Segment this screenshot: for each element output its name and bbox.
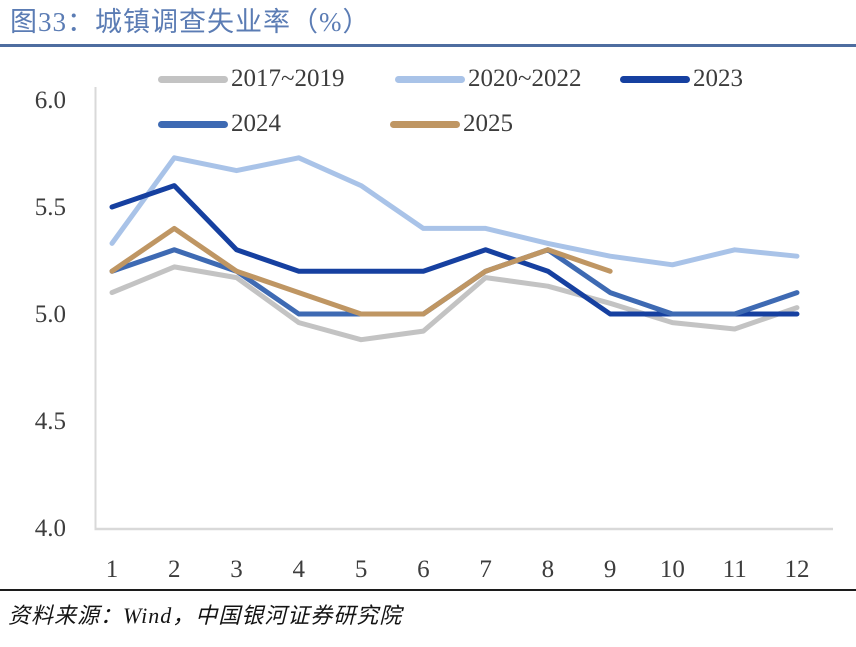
legend-item-2020~2022: 2020~2022: [395, 64, 582, 94]
x-tick-label: 9: [604, 556, 617, 583]
chart-title: 图33：城镇调查失业率（%）: [10, 7, 371, 37]
legend-label-2025: 2025: [463, 110, 513, 137]
legend-item-2025: 2025: [390, 109, 513, 139]
legend-swatch-2020~2022: [395, 75, 465, 83]
x-tick-label: 6: [417, 556, 430, 583]
legend-swatch-2025: [390, 120, 460, 128]
source-divider: [0, 589, 856, 591]
x-tick-label: 1: [106, 556, 119, 583]
x-tick-label: 7: [479, 556, 492, 583]
y-tick-label: 4.0: [35, 515, 66, 542]
x-tick-label: 8: [542, 556, 555, 583]
legend-label-2023: 2023: [693, 65, 743, 92]
legend-label-2017~2019: 2017~2019: [231, 65, 345, 92]
legend-swatch-2017~2019: [158, 75, 228, 83]
x-tick-label: 10: [660, 556, 685, 583]
y-tick-label: 6.0: [35, 87, 66, 114]
series-line-2020~2022: [109, 155, 800, 268]
y-tick-label: 5.5: [35, 194, 66, 221]
x-tick-label: 2: [168, 556, 181, 583]
x-tick-label: 3: [230, 556, 243, 583]
legend-item-2017~2019: 2017~2019: [158, 64, 345, 94]
series-line-2025: [109, 225, 613, 317]
legend-item-2023: 2023: [620, 64, 743, 94]
title-divider: [0, 44, 856, 47]
y-tick-label: 4.5: [35, 408, 66, 435]
legend-swatch-2024: [158, 120, 228, 128]
y-tick-label: 5.0: [35, 301, 66, 328]
chart-legend: 2017~2019 2020~2022 2023 2024 2025: [0, 0, 856, 150]
legend-item-2024: 2024: [158, 109, 281, 139]
legend-swatch-2023: [620, 75, 690, 83]
x-tick-label: 5: [355, 556, 368, 583]
legend-label-2020~2022: 2020~2022: [468, 65, 582, 92]
series-line-2017~2019: [109, 264, 800, 343]
source-note: 资料来源：Wind，中国银河证券研究院: [8, 603, 403, 628]
x-tick-label: 4: [293, 556, 306, 583]
x-tick-label: 12: [784, 556, 809, 583]
x-tick-label: 11: [723, 556, 747, 583]
legend-label-2024: 2024: [231, 110, 281, 137]
